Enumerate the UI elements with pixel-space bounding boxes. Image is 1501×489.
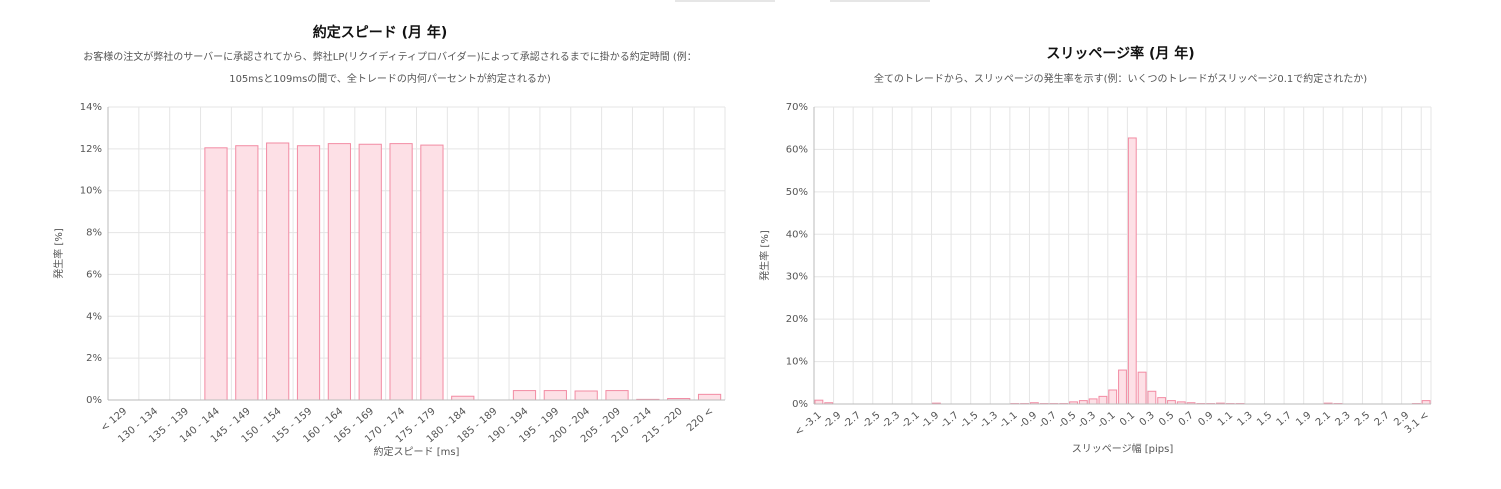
chart-subtitle: 全てのトレードから、スリッページの発生率を示す(例：いくつのトレードがスリッペー… <box>873 74 1368 85</box>
y-tick-label: 6% <box>86 269 102 280</box>
y-tick-label: 70% <box>786 102 808 113</box>
x-tick-label: -1.5 <box>959 410 981 431</box>
bar <box>1167 400 1176 405</box>
bar <box>1157 397 1167 405</box>
y-tick-label: 50% <box>786 187 808 198</box>
bar <box>605 390 629 401</box>
x-axis-title: スリッページ幅 [pips] <box>1072 442 1174 455</box>
x-tick-label: -2.1 <box>900 410 922 431</box>
slippage-chart-panel: スリッページ率 (月 年) 全てのトレードから、スリッページの発生率を示す(例：… <box>740 0 1501 489</box>
x-tick-label: < -3.1 <box>793 410 824 438</box>
y-tick-label: 10% <box>786 357 808 368</box>
bar <box>451 395 475 401</box>
y-axis-title: 発生率 [%] <box>52 228 65 279</box>
bar <box>1421 400 1431 405</box>
bar <box>296 145 321 401</box>
x-tick-label: -2.5 <box>861 410 883 431</box>
bar <box>1098 395 1108 405</box>
x-tick-label: -0.7 <box>1037 410 1059 431</box>
bar <box>1137 371 1147 405</box>
bar <box>1147 390 1157 405</box>
x-tick-label: 0.1 <box>1118 410 1137 429</box>
y-tick-label: 40% <box>786 229 808 240</box>
bar <box>358 143 382 401</box>
x-tick-label: -0.3 <box>1076 410 1098 431</box>
x-tick-label: -0.1 <box>1096 410 1118 431</box>
chart-subtitle: お客様の注文が弊社のサーバーに承認されてから、弊社LP(リクイディティプロバイダ… <box>83 52 697 85</box>
chart-title: 約定スピード (月 年) <box>312 25 448 41</box>
x-axis-title: 約定スピード [ms] <box>374 445 460 458</box>
bar <box>327 143 351 401</box>
x-tick-label: -2.9 <box>821 410 843 431</box>
bar <box>266 142 290 401</box>
bar <box>1118 369 1127 405</box>
x-tick-label: 1.9 <box>1294 410 1313 429</box>
y-tick-label: 30% <box>786 272 808 283</box>
x-tick-label: 2.3 <box>1333 410 1352 429</box>
bar <box>543 390 567 401</box>
y-tick-label: 60% <box>786 144 808 155</box>
bar <box>235 145 259 401</box>
y-tick-label: 20% <box>786 314 808 325</box>
bar <box>814 399 824 405</box>
x-tick-label: 0.5 <box>1157 410 1176 429</box>
bar <box>204 147 228 401</box>
x-tick-label: -2.7 <box>841 410 863 431</box>
bar <box>1108 389 1118 405</box>
top-tab-left[interactable] <box>675 0 775 2</box>
bar <box>1127 137 1137 405</box>
y-tick-label: 2% <box>86 353 102 364</box>
x-tick-label: 0.3 <box>1138 410 1157 429</box>
x-tick-label: -2.3 <box>880 410 902 431</box>
y-tick-label: 10% <box>80 186 102 197</box>
x-tick-label: 1.5 <box>1255 410 1274 429</box>
y-tick-label: 12% <box>80 144 102 155</box>
x-tick-label: 2.7 <box>1373 410 1392 429</box>
y-tick-label: 4% <box>86 311 102 322</box>
x-tick-label: -1.1 <box>998 410 1020 431</box>
y-tick-label: 14% <box>80 102 102 113</box>
x-tick-label: -1.7 <box>939 410 961 431</box>
x-tick-label: 1.7 <box>1275 410 1294 429</box>
y-axis-title: 発生率 [%] <box>758 230 771 281</box>
execution-speed-chart-panel: 約定スピード (月 年) お客様の注文が弊社のサーバーに承認されてから、弊社LP… <box>52 25 726 458</box>
top-tab-right[interactable] <box>830 0 930 2</box>
bar <box>574 390 598 401</box>
x-tick-label: 0.7 <box>1177 410 1196 429</box>
bar <box>697 393 722 401</box>
x-tick-label: 2.1 <box>1314 410 1333 429</box>
x-tick-label: -0.9 <box>1017 410 1039 431</box>
y-tick-label: 8% <box>86 228 102 239</box>
bar <box>1078 400 1088 405</box>
x-tick-label: 0.9 <box>1196 410 1215 429</box>
y-tick-label: 0% <box>792 399 808 410</box>
x-tick-label: 2.5 <box>1353 410 1372 429</box>
slippage-bar-chart: 0%10%20%30%40%50%60%70%< -3.1-2.9-2.7-2.… <box>758 102 1432 455</box>
x-tick-label: 220 < <box>685 406 716 434</box>
bar <box>389 143 413 401</box>
bar <box>1088 398 1098 405</box>
chart-title: スリッページ率 (月 年) <box>1046 46 1195 62</box>
bar <box>512 390 537 401</box>
x-tick-label: 1.1 <box>1216 410 1235 429</box>
x-tick-label: -1.3 <box>978 410 1000 431</box>
x-tick-label: 1.3 <box>1235 410 1254 429</box>
x-tick-label: -0.5 <box>1056 410 1078 431</box>
y-tick-label: 0% <box>86 395 102 406</box>
bar <box>420 144 444 401</box>
x-tick-label: -1.9 <box>919 410 941 431</box>
